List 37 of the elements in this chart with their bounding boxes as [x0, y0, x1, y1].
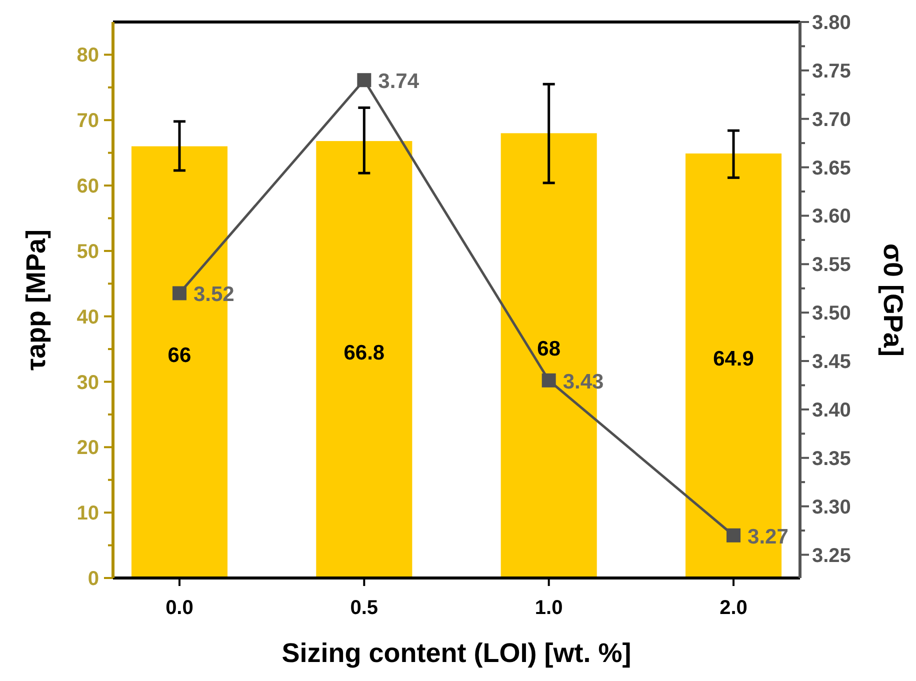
y2-tick-label: 3.70 — [812, 108, 851, 131]
point — [357, 73, 372, 88]
y2-tick-label: 3.25 — [812, 544, 851, 567]
y-axis-title: τapp [MPa] — [21, 229, 51, 371]
y-tick-label: 0 — [88, 568, 99, 590]
y2-tick-label: 3.60 — [812, 206, 851, 228]
data-label: 66 — [168, 344, 192, 368]
x-axis-title: Sizing content (LOI) [wt. %] — [282, 638, 632, 668]
x-tick-label: 0.5 — [350, 597, 378, 619]
point — [726, 528, 741, 542]
y-tick-label: 80 — [76, 44, 99, 67]
y-tick-label: 20 — [76, 437, 99, 460]
point — [542, 373, 556, 388]
data-label: 68 — [537, 338, 561, 361]
data-label: 66.8 — [344, 342, 385, 365]
x-tick-label: 2.0 — [720, 597, 748, 619]
y2-tick-label: 3.55 — [812, 254, 851, 276]
y2-tick-label: 3.75 — [812, 60, 851, 82]
x-tick-label: 0.0 — [166, 597, 194, 619]
data-label: 64.9 — [713, 348, 754, 371]
y-tick-label: 10 — [76, 502, 99, 525]
y2-tick-label: 3.30 — [812, 496, 851, 518]
y2-tick-label: 3.65 — [812, 157, 851, 180]
y-tick-label: 70 — [76, 110, 99, 132]
data-label: 3.74 — [378, 70, 420, 94]
y2-tick-label: 3.45 — [812, 351, 851, 374]
y2-axis-title: σ0 [GPa] — [878, 244, 908, 356]
point — [172, 286, 186, 300]
y-tick-label: 40 — [76, 306, 99, 328]
y2-tick-label: 3.80 — [812, 12, 851, 34]
y2-tick-label: 3.50 — [812, 302, 851, 325]
y-tick-label: 30 — [76, 372, 99, 394]
y-tick-label: 60 — [76, 176, 99, 198]
x-tick-label: 1.0 — [534, 597, 563, 619]
y-tick-label: 50 — [76, 240, 99, 263]
y2-tick-label: 3.35 — [812, 448, 851, 470]
y2-tick-label: 3.40 — [812, 399, 851, 422]
